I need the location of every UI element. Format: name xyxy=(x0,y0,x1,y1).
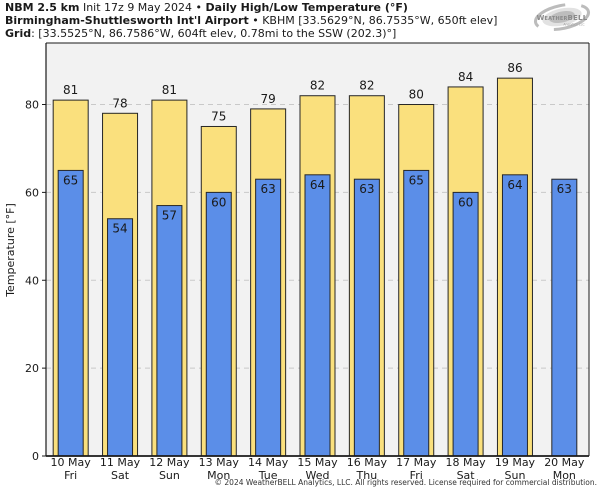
chart-title: Daily High/Low Temperature (°F) xyxy=(205,1,408,14)
low-bar xyxy=(551,178,578,457)
low-bar xyxy=(156,205,183,457)
low-value-label: 65 xyxy=(409,173,424,187)
x-tick-day: Sat xyxy=(457,469,476,482)
x-tick-day: Sun xyxy=(504,469,525,482)
grid-coords: : [33.5525°N, 86.7586°W, 604ft elev, 0.7… xyxy=(31,27,397,40)
y-tick-label: 0 xyxy=(32,450,39,463)
high-value-label: 81 xyxy=(63,83,78,97)
high-value-label: 82 xyxy=(359,79,374,93)
low-value-label: 60 xyxy=(211,195,226,209)
x-tick-day: Fri xyxy=(64,469,77,482)
low-bar xyxy=(107,218,134,457)
low-bar xyxy=(501,174,528,457)
x-tick-date: 14 May xyxy=(248,456,289,469)
high-value-label: 80 xyxy=(409,88,424,102)
x-tick-day: Wed xyxy=(306,469,330,482)
x-tick-date: 15 May xyxy=(297,456,338,469)
high-value-label: 75 xyxy=(211,109,226,123)
init-time: Init 17z 9 May 2024 • xyxy=(79,1,206,14)
copyright-footer: © 2024 WeatherBELL Analytics, LLC. All r… xyxy=(214,478,597,487)
chart-title-line1: NBM 2.5 km Init 17z 9 May 2024 • Daily H… xyxy=(5,1,497,14)
low-value-label: 64 xyxy=(507,178,522,192)
station-coords: • KBHM [33.5629°N, 86.7535°W, 650ft elev… xyxy=(248,14,498,27)
x-tick-day: Tue xyxy=(258,469,278,482)
grid-label: Grid xyxy=(5,27,32,40)
high-value-label: 86 xyxy=(507,61,522,75)
hurricane-swirl-icon xyxy=(533,2,591,32)
high-value-label: 81 xyxy=(162,83,177,97)
x-tick-date: 10 May xyxy=(51,456,92,469)
x-tick-day: Sun xyxy=(159,469,180,482)
low-value-label: 63 xyxy=(260,182,275,196)
y-axis-title: Temperature [°F] xyxy=(4,203,17,298)
weatherbell-logo: WeatherBELL Analytics LLC xyxy=(526,1,598,38)
x-tick-day: Fri xyxy=(410,469,423,482)
high-value-label: 84 xyxy=(458,70,473,84)
high-value-label: 79 xyxy=(260,92,275,106)
chart-title-line2: Birmingham-Shuttlesworth Int'l Airport •… xyxy=(5,14,497,27)
high-value-label: 82 xyxy=(310,79,325,93)
low-value-label: 63 xyxy=(557,182,572,196)
x-tick-date: 16 May xyxy=(347,456,388,469)
low-bar xyxy=(452,191,479,457)
logo-text: WeatherBELL xyxy=(537,14,588,22)
y-tick-label: 80 xyxy=(25,99,39,112)
x-tick-day: Sat xyxy=(111,469,130,482)
chart-title-line3: Grid: [33.5525°N, 86.7586°W, 604ft elev,… xyxy=(5,27,497,40)
high-value-label: 78 xyxy=(112,96,127,110)
low-value-label: 65 xyxy=(63,173,78,187)
x-tick-date: 18 May xyxy=(445,456,486,469)
low-bar xyxy=(304,174,331,457)
x-tick-date: 17 May xyxy=(396,456,437,469)
x-tick-day: Mon xyxy=(207,469,230,482)
model-name: NBM 2.5 km xyxy=(5,1,80,14)
x-tick-day: Mon xyxy=(553,469,576,482)
x-tick-date: 12 May xyxy=(149,456,190,469)
low-value-label: 63 xyxy=(359,182,374,196)
y-tick-label: 60 xyxy=(25,186,39,199)
x-tick-date: 20 May xyxy=(544,456,585,469)
y-tick-label: 20 xyxy=(25,362,39,375)
x-tick-date: 19 May xyxy=(495,456,536,469)
x-tick-date: 11 May xyxy=(100,456,141,469)
x-tick-day: Thu xyxy=(356,469,378,482)
chart-header: NBM 2.5 km Init 17z 9 May 2024 • Daily H… xyxy=(5,1,497,40)
x-tick-date: 13 May xyxy=(199,456,240,469)
station-name: Birmingham-Shuttlesworth Int'l Airport xyxy=(5,14,249,27)
logo-subtext: Analytics LLC xyxy=(563,23,585,27)
low-value-label: 60 xyxy=(458,195,473,209)
low-bar xyxy=(57,169,84,457)
low-bar xyxy=(403,169,430,457)
low-bar xyxy=(255,178,282,457)
low-value-label: 57 xyxy=(162,209,177,223)
y-tick-label: 40 xyxy=(25,274,39,287)
low-value-label: 64 xyxy=(310,178,325,192)
low-bar xyxy=(353,178,380,457)
low-bar xyxy=(205,191,232,457)
low-value-label: 54 xyxy=(112,222,127,236)
